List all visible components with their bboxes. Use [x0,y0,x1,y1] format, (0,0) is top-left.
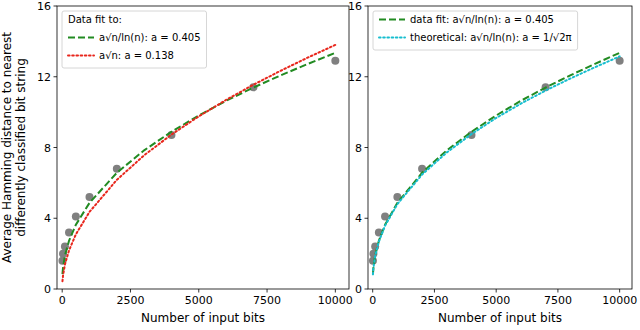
x-tick [267,289,268,293]
legend: data fit: a√n/ln(n): a = 0.405 theoretica… [373,11,578,50]
x-tick [130,289,131,293]
y-tick-label: 4 [355,212,362,225]
y-tick [365,218,369,219]
y-tick [54,147,58,148]
x-tick [496,289,497,293]
x-tick-label: 2500 [116,294,144,307]
y-tick-label: 16 [348,0,362,13]
x-tick-label: 5000 [482,294,510,307]
legend-swatch [68,55,94,57]
y-tick [365,147,369,148]
x-tick [434,289,435,293]
x-tick [619,289,620,293]
fit-line [373,53,620,274]
y-tick-label: 0 [44,283,51,296]
x-tick-label: 7500 [544,294,572,307]
x-tick-label: 7500 [253,294,281,307]
legend: Data fit to: a√n/ln(n): a = 0.405 a√n: a =… [62,11,207,68]
x-tick-label: 0 [369,294,376,307]
legend-swatch [379,19,405,21]
y-axis-label: differently classified bit string [14,58,28,237]
y-tick-label: 0 [355,283,362,296]
legend-label: theoretical: a√n/ln(n): a = 1/√2π [410,32,572,43]
y-tick-label: 8 [44,142,51,155]
y-tick [54,289,58,290]
fit-line [62,53,335,274]
plot-frame [368,6,632,289]
y-axis-label: Average Hamming distance to nearest [0,32,14,263]
fit-line [373,56,620,274]
fit-line [62,45,335,281]
y-tick [54,218,58,219]
legend-label: a√n/ln(n): a = 0.405 [99,32,201,43]
y-tick-label: 12 [37,71,51,84]
data-point [331,57,339,65]
x-axis-label: Number of input bits [438,311,562,325]
legend-box [62,11,207,68]
legend-title: Data fit to: [68,14,122,25]
x-axis-label: Number of input bits [141,311,265,325]
y-tick [365,76,369,77]
plot-data [369,53,624,274]
panel: 0 2500 5000 7500 10000 0 4 8 12 16 Number of input… [0,0,353,325]
x-tick-label: 0 [59,294,66,307]
legend-swatch [379,37,405,39]
y-tick-label: 16 [37,0,51,13]
data-point [381,212,389,220]
x-tick-label: 5000 [185,294,213,307]
x-tick-label: 10000 [602,294,637,307]
x-tick [335,289,336,293]
y-tick-label: 12 [348,71,362,84]
figure: 0250050007500100000481216Number of input… [0,0,640,330]
legend-label: data fit: a√n/ln(n): a = 0.405 [410,14,554,25]
legend-label: a√n: a = 0.138 [99,50,174,61]
y-tick-label: 8 [355,142,362,155]
y-tick-label: 4 [44,212,51,225]
x-tick [372,289,373,293]
data-point [72,212,80,220]
x-tick [557,289,558,293]
y-tick [365,289,369,290]
y-tick [54,76,58,77]
x-tick [62,289,63,293]
panel: 0 2500 5000 7500 10000 0 4 8 12 16 Number of input… [348,0,637,325]
legend-swatch [68,37,94,39]
legend-box [373,11,578,50]
x-tick-label: 2500 [420,294,448,307]
x-tick-label: 10000 [318,294,353,307]
x-tick [198,289,199,293]
y-tick [54,6,58,7]
y-tick [365,6,369,7]
plot-frame [57,6,349,289]
plot-data [58,45,339,281]
